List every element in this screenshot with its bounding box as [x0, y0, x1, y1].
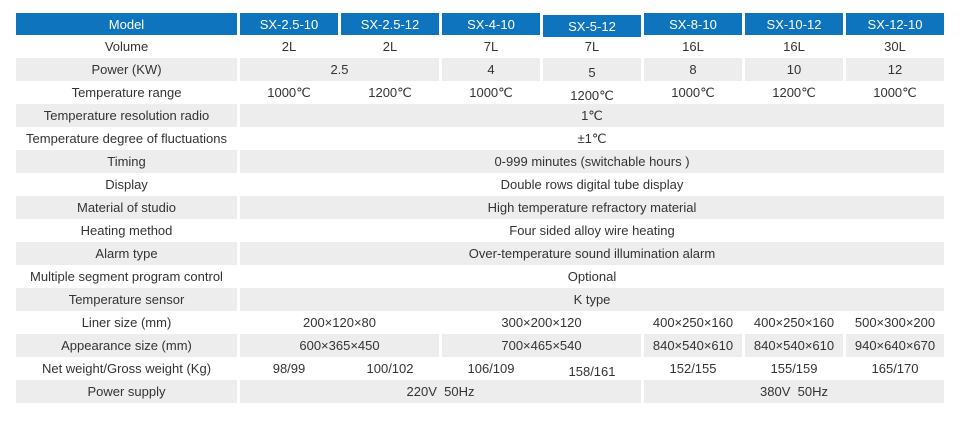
row-label: Multiple segment program control	[30, 269, 223, 284]
cell: 940×640×670	[846, 334, 944, 357]
column-header-model: Model	[16, 13, 237, 35]
column-header-sx-10-12: SX-10-12	[745, 13, 843, 35]
row-label: Heating method	[80, 223, 173, 238]
cell: 7L	[584, 39, 600, 54]
cell: 8	[644, 58, 742, 81]
cell: 12	[846, 58, 944, 81]
cell: 2L	[281, 39, 297, 54]
cell: 2.5	[240, 58, 439, 81]
row-label: Power (KW)	[16, 58, 237, 81]
row-temperature-range: Temperature range 1000℃ 1200℃ 1000℃ 1200…	[16, 81, 944, 104]
row-display: Display Double rows digital tube display	[16, 173, 944, 196]
row-material-of-studio: Material of studio High temperature refr…	[16, 196, 944, 219]
cell: 500×300×200	[854, 315, 936, 330]
cell: 106/109	[467, 361, 515, 376]
cell: 158/161	[568, 364, 616, 379]
cell: 165/170	[871, 361, 919, 376]
row-label: Power supply	[16, 380, 237, 403]
cell: 380V 50Hz	[644, 380, 944, 403]
cell: 400×250×160	[652, 315, 734, 330]
cell: 4	[442, 58, 540, 81]
cell: 98/99	[272, 361, 306, 376]
cell: 1000℃	[873, 84, 917, 100]
cell: 1200℃	[772, 84, 816, 100]
row-alarm-type: Alarm type Over-temperature sound illumi…	[16, 242, 944, 265]
cell: 1200℃	[368, 84, 412, 100]
spec-table-container: Model SX-2.5-10 SX-2.5-12 SX-4-10 SX-5-1…	[13, 13, 947, 403]
cell: 600×365×450	[240, 334, 439, 357]
column-header-sx-12-10: SX-12-10	[846, 13, 944, 35]
row-timing: Timing 0-999 minutes (switchable hours )	[16, 150, 944, 173]
row-appearance-size: Appearance size (mm) 600×365×450 700×465…	[16, 334, 944, 357]
row-label: Appearance size (mm)	[16, 334, 237, 357]
row-net-weight: Net weight/Gross weight (Kg) 98/99 100/1…	[16, 357, 944, 380]
cell: 100/102	[366, 361, 414, 376]
cell: 5	[543, 58, 641, 81]
column-header-sx-2-5-12: SX-2.5-12	[341, 13, 439, 35]
cell: 1000℃	[671, 84, 715, 100]
cell: 1℃	[240, 104, 944, 127]
row-label: Net weight/Gross weight (Kg)	[41, 361, 212, 376]
cell: Double rows digital tube display	[500, 177, 684, 192]
cell: 2L	[382, 39, 398, 54]
cell: 16L	[682, 39, 704, 54]
cell: 840×540×610	[745, 334, 843, 357]
row-label: Timing	[16, 150, 237, 173]
cell: 1200℃	[570, 87, 614, 103]
column-header-sx-5-12: SX-5-12	[543, 15, 641, 37]
cell: 152/155	[669, 361, 717, 376]
spec-table: Model SX-2.5-10 SX-2.5-12 SX-4-10 SX-5-1…	[13, 13, 947, 403]
cell: 10	[745, 58, 843, 81]
row-label: Display	[105, 177, 148, 192]
row-temperature-fluctuations: Temperature degree of fluctuations ±1℃	[16, 127, 944, 150]
cell: 1000℃	[469, 84, 513, 100]
header-row: Model SX-2.5-10 SX-2.5-12 SX-4-10 SX-5-1…	[16, 13, 944, 37]
column-header-sx-4-10: SX-4-10	[442, 13, 540, 35]
cell: 7L	[483, 39, 499, 54]
row-liner-size: Liner size (mm) 200×120×80 300×200×120 4…	[16, 311, 944, 334]
cell: 400×250×160	[753, 315, 835, 330]
cell: ±1℃	[577, 130, 607, 146]
cell: 300×200×120	[501, 315, 582, 330]
row-label: Material of studio	[16, 196, 237, 219]
row-temperature-sensor: Temperature sensor K type	[16, 288, 944, 311]
cell: High temperature refractory material	[240, 196, 944, 219]
cell: 1000℃	[267, 84, 311, 100]
row-label: Volume	[104, 39, 149, 54]
row-label: Temperature sensor	[16, 288, 237, 311]
row-label: Liner size (mm)	[81, 315, 172, 330]
cell: 16L	[783, 39, 805, 54]
row-label: Temperature range	[71, 85, 182, 100]
cell: K type	[240, 288, 944, 311]
cell: 155/159	[770, 361, 818, 376]
row-power: Power (KW) 2.5 4 5 8 10 12	[16, 58, 944, 81]
row-label: Temperature resolution radio	[16, 104, 237, 127]
row-heating-method: Heating method Four sided alloy wire hea…	[16, 219, 944, 242]
row-volume: Volume 2L 2L 7L 7L 16L 16L 30L	[16, 35, 944, 58]
column-header-sx-2-5-10: SX-2.5-10	[240, 13, 338, 35]
row-label: Temperature degree of fluctuations	[26, 131, 227, 146]
cell: 200×120×80	[302, 315, 377, 330]
column-header-sx-8-10: SX-8-10	[644, 13, 742, 35]
cell: 0-999 minutes (switchable hours )	[240, 150, 944, 173]
cell: Four sided alloy wire heating	[509, 223, 675, 238]
cell: 700×465×540	[442, 334, 641, 357]
row-label: Alarm type	[16, 242, 237, 265]
row-program-control: Multiple segment program control Optiona…	[16, 265, 944, 288]
cell: Over-temperature sound illumination alar…	[240, 242, 944, 265]
cell: 30L	[884, 39, 906, 54]
cell: 840×540×610	[644, 334, 742, 357]
row-temperature-resolution: Temperature resolution radio 1℃	[16, 104, 944, 127]
cell: 220V 50Hz	[240, 380, 641, 403]
row-power-supply: Power supply 220V 50Hz 380V 50Hz	[16, 380, 944, 403]
cell: Optional	[567, 269, 617, 284]
